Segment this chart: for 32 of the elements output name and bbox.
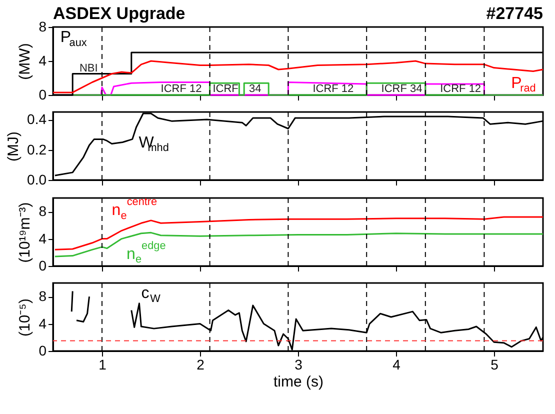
- y-tick-label: 8: [38, 18, 47, 34]
- y-tick-label: 0.4: [27, 111, 47, 128]
- y-tick-label: 4: [38, 230, 47, 246]
- y-tick-label: 0: [38, 86, 47, 102]
- text: #27745: [486, 4, 543, 23]
- annotation: ICRF 12: [160, 83, 202, 96]
- annotation: NBI: [79, 62, 98, 75]
- chart-title: ASDEX Upgrade: [53, 4, 186, 23]
- y-axis-title: (10⁻⁵): [16, 298, 34, 336]
- y-tick-label: 8: [38, 203, 47, 220]
- series-label: Wmhd: [138, 134, 169, 154]
- annotation: ICRF 34: [381, 83, 422, 96]
- annotation: ICRF: [212, 83, 239, 96]
- y-tick-label: 0: [38, 258, 47, 274]
- y-tick-label: 8: [38, 288, 47, 304]
- y-axis-title: (MW): [16, 43, 34, 80]
- y-tick-label: 4: [38, 315, 47, 332]
- y-axis-title: (MJ): [5, 132, 22, 162]
- y-tick-label: 0: [38, 342, 47, 358]
- x-tick-label: 3: [294, 356, 303, 372]
- y-tick-label: 4: [38, 52, 47, 68]
- y-tick-label: 0.0: [27, 172, 47, 188]
- annotation: ICRF 12: [440, 83, 482, 96]
- annotation: 34: [249, 83, 262, 96]
- x-tick-label: 1: [98, 356, 107, 372]
- x-tick-label: 2: [196, 356, 205, 372]
- x-axis-title: time (s): [274, 374, 324, 390]
- x-tick-label: 4: [392, 356, 401, 372]
- annotation: ICRF 12: [312, 83, 354, 96]
- x-tick-label: 5: [490, 356, 499, 372]
- y-tick-label: 0.2: [27, 141, 47, 158]
- y-axis-title: (10¹⁹m⁻³): [16, 202, 34, 263]
